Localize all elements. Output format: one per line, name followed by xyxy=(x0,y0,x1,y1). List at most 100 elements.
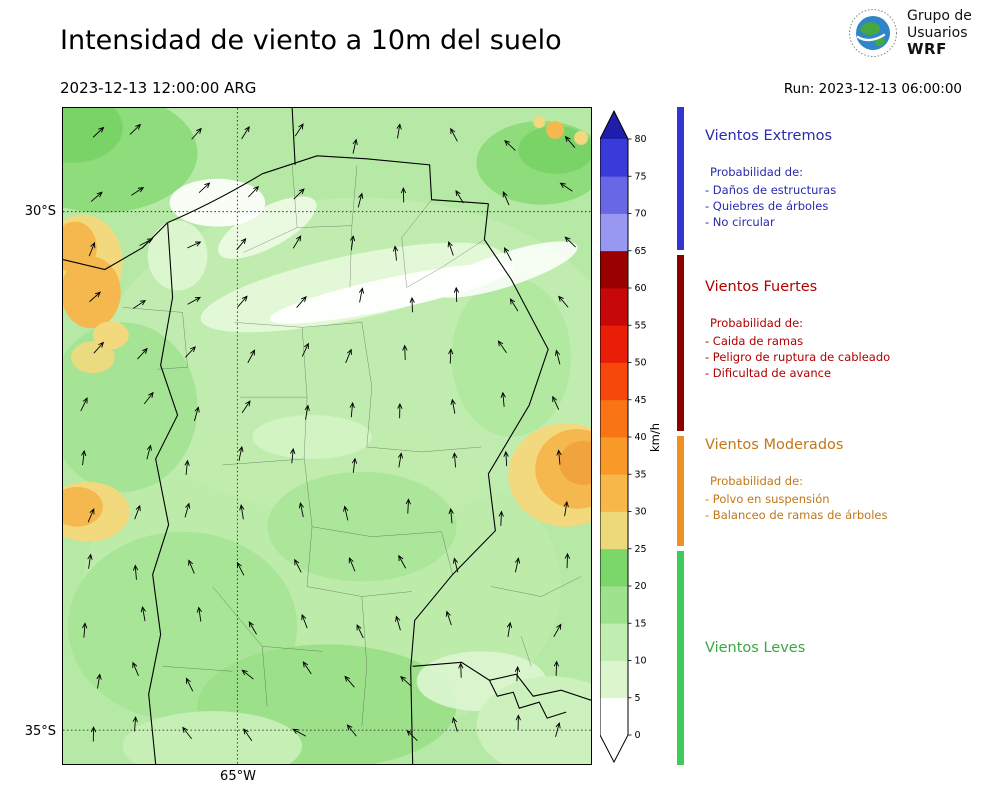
wind-arrow xyxy=(191,127,202,140)
wind-arrow xyxy=(357,192,364,208)
wind-arrow xyxy=(137,347,148,360)
wind-arrow xyxy=(82,622,88,638)
wind-arrow xyxy=(453,286,459,303)
colorbar: 0 5 10 15 20 25 30 35 40 45 50 55 60 65 70 75 80 xyxy=(600,109,647,764)
colorbar-tick-label: 5 xyxy=(635,693,641,704)
colorbar-tick-label: 40 xyxy=(635,432,647,443)
moderate-wind-patches xyxy=(63,115,591,542)
legend-category-leves: Vientos Leves xyxy=(705,640,805,677)
colorbar-segment xyxy=(600,399,628,438)
wind-arrow xyxy=(498,510,504,526)
wind-arrow xyxy=(458,662,464,678)
wind-arrow xyxy=(89,291,101,302)
colorbar-tick-label: 0 xyxy=(635,730,641,741)
wind-arrow xyxy=(301,613,308,629)
wind-arrow xyxy=(406,730,418,741)
wind-arrow xyxy=(87,508,95,523)
colorbar-over-arrow xyxy=(600,111,628,139)
wind-arrow xyxy=(196,606,202,622)
wind-arrow xyxy=(500,391,506,408)
wind-arrow xyxy=(552,395,560,410)
wind-arrow xyxy=(184,459,190,476)
wind-arrow xyxy=(188,559,195,574)
colorbar-tick-label: 50 xyxy=(635,358,647,369)
wind-arrow xyxy=(239,504,245,520)
wind-arrow xyxy=(564,552,570,569)
wind-arrow xyxy=(236,561,245,576)
legend-bar-leves xyxy=(677,551,684,765)
logo-line-1: Grupo de xyxy=(907,8,972,25)
wind-arrow xyxy=(349,401,355,418)
colorbar-segment xyxy=(600,139,628,177)
wind-arrow xyxy=(455,189,464,204)
wind-arrow xyxy=(400,187,407,203)
wind-arrow xyxy=(185,346,196,358)
colorbar-segment xyxy=(600,623,628,661)
colorbar-segment xyxy=(600,660,628,699)
wind-arrow xyxy=(559,182,573,192)
colorbar-segment xyxy=(600,697,628,736)
legend-panel: Vientos Extremos Probabilidad de: - Daños … xyxy=(705,0,995,800)
colorbar-segment xyxy=(600,586,628,624)
legend-category-item: - Daños de estructuras xyxy=(705,183,837,197)
colorbar-segment xyxy=(600,511,628,550)
wind-arrow xyxy=(80,397,88,412)
wind-arrow xyxy=(292,728,306,737)
wind-arrow xyxy=(397,402,403,419)
wind-arrow xyxy=(198,182,211,193)
legend-category-intro: Probabilidad de: xyxy=(710,316,804,330)
wind-arrow xyxy=(292,235,302,249)
wind-arrow xyxy=(497,340,507,354)
wind-arrow xyxy=(515,557,521,573)
logo-line-2: Usuarios xyxy=(907,24,968,41)
wind-arrow xyxy=(346,724,357,737)
wind-arrow xyxy=(392,245,399,261)
wind-arrow xyxy=(185,677,194,692)
wind-arrow xyxy=(397,452,403,468)
legend-category-extremos: Vientos Extremos Probabilidad de: - Daños … xyxy=(705,128,836,230)
colorbar-tick-label: 55 xyxy=(635,320,647,331)
wind-arrow xyxy=(140,606,146,622)
wind-arrow xyxy=(139,238,154,246)
wind-arrow xyxy=(452,557,459,573)
colorbar-segment xyxy=(600,548,628,587)
legend-bar-extremos xyxy=(677,107,684,250)
wind-arrow xyxy=(132,661,139,676)
colorbar-tick-label: 25 xyxy=(635,544,647,555)
wind-arrow xyxy=(450,127,458,142)
colorbar-segment xyxy=(600,288,628,326)
terrain-shading xyxy=(63,108,591,764)
wind-arrow xyxy=(133,564,139,580)
wind-arrow xyxy=(344,675,355,688)
wind-arrow xyxy=(88,241,96,257)
legend-category-item: - No circular xyxy=(705,215,775,229)
legend-category-moderados: Vientos Moderados Probabilidad de: - Polvo… xyxy=(705,437,887,523)
wind-arrow xyxy=(298,502,304,518)
legend-category-title: Vientos Leves xyxy=(705,640,806,656)
colorbar-tick-label: 75 xyxy=(635,171,647,182)
wind-arrow xyxy=(248,621,257,635)
globe-icon xyxy=(849,9,897,57)
wind-arrow xyxy=(144,391,154,405)
legend-category-intro: Probabilidad de: xyxy=(710,474,804,488)
legend-bar-fuertes xyxy=(677,255,684,431)
wind-arrow xyxy=(134,504,141,520)
colorbar-tick-label: 30 xyxy=(635,507,647,518)
wind-arrow xyxy=(352,138,358,154)
wind-arrow xyxy=(187,241,202,249)
wind-arrow xyxy=(294,558,302,573)
wind-arrow xyxy=(238,445,244,461)
wind-arrow xyxy=(452,716,458,732)
wind-arrow xyxy=(504,247,512,261)
wind-arrow xyxy=(350,235,356,251)
wind-arrow xyxy=(402,344,408,360)
wind-arrow xyxy=(554,349,561,365)
wind-arrow xyxy=(502,191,510,206)
wind-arrow xyxy=(293,188,305,200)
wind-arrow xyxy=(129,123,142,135)
legend-bar-moderados xyxy=(677,436,684,546)
department-boundaries xyxy=(122,164,582,727)
wind-intensity-map xyxy=(62,107,592,765)
wind-arrow xyxy=(302,661,312,675)
